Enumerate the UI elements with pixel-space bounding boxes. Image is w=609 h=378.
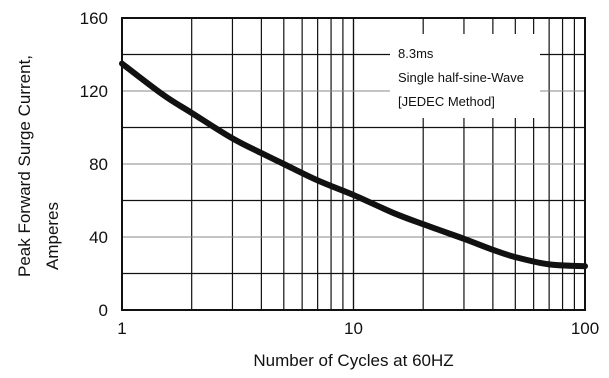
y-tick-label: 160 [80,9,108,28]
x-tick-label: 100 [571,319,599,338]
annotation-line-1: 8.3ms [398,46,434,61]
annotation-background [390,34,540,118]
y-tick-label: 40 [89,228,108,247]
plot-frame [121,17,586,311]
annotation-box: 8.3ms Single half-sine-Wave [JEDEC Metho… [390,34,540,118]
x-tick-label: 1 [117,319,126,338]
annotation-line-2: Single half-sine-Wave [398,70,524,85]
annotation-line-3: [JEDEC Method] [398,94,495,109]
series-line [119,60,588,270]
y-tick-label: 0 [99,301,108,320]
x-tick-label: 10 [344,319,363,338]
x-tick-labels: 1 10 100 [117,319,599,338]
y-axis-title-line-2: Amperes [43,202,62,270]
y-axis-title-line-1: Peak Forward Surge Current, [15,55,34,277]
y-tick-labels: 0 40 80 120 160 [80,9,108,320]
x-axis-title: Number of Cycles at 60HZ [253,351,453,370]
y-tick-label: 120 [80,82,108,101]
y-tick-label: 80 [89,155,108,174]
